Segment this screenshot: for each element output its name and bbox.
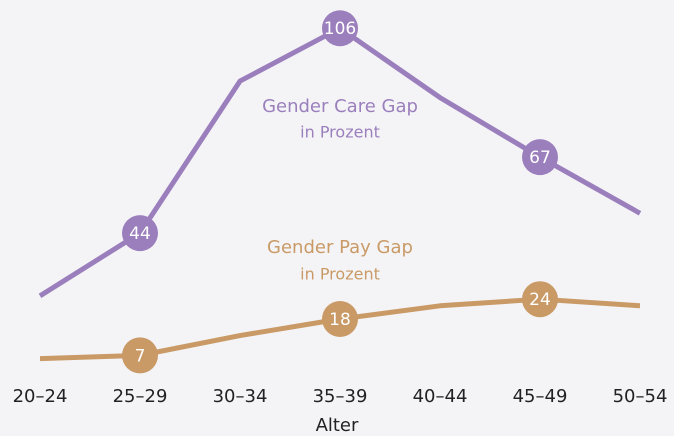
x-tick-label: 40–44 — [413, 386, 468, 407]
series-unit: in Prozent — [300, 265, 380, 284]
point-marker — [122, 337, 158, 374]
data-label: 67 — [529, 148, 551, 168]
x-tick-label: 35–39 — [313, 386, 368, 407]
x-tick-label: 45–49 — [513, 386, 568, 407]
point-marker — [322, 10, 358, 47]
series-name: Gender Care Gap — [262, 96, 418, 117]
point-marker — [122, 215, 158, 252]
x-tick-label: 20–24 — [13, 386, 68, 407]
series-unit: in Prozent — [300, 123, 380, 142]
point-marker — [522, 281, 558, 318]
data-label: 24 — [529, 290, 551, 310]
point-marker — [522, 139, 558, 176]
data-label: 7 — [135, 346, 146, 366]
x-tick-label: 30–34 — [213, 386, 268, 407]
data-label: 44 — [129, 224, 151, 244]
series-name: Gender Pay Gap — [267, 237, 413, 258]
x-tick-label: 25–29 — [113, 386, 168, 407]
data-label: 18 — [329, 310, 351, 330]
x-tick-label: 50–54 — [613, 386, 668, 407]
data-label: 106 — [324, 19, 356, 39]
x-axis-label: Alter — [316, 415, 359, 436]
point-marker — [322, 301, 358, 338]
